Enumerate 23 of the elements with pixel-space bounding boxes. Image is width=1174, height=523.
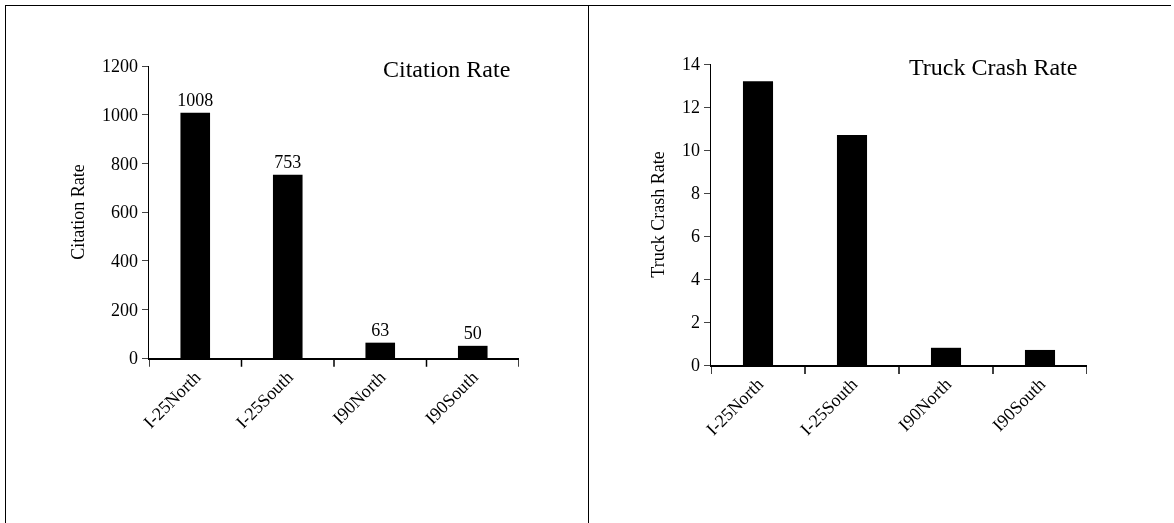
y-tick-label: 1200: [101, 56, 138, 77]
y-tick-label: 0: [690, 355, 700, 376]
data-label: 1008: [177, 89, 214, 110]
y-tick-label: 200: [110, 299, 138, 320]
data-label: 753: [274, 151, 302, 172]
y-tick-label: 10: [681, 140, 700, 161]
y-tick-label: 4: [690, 269, 700, 290]
data-label: 63: [371, 319, 390, 340]
chart-title: Citation Rate: [383, 56, 511, 82]
y-tick-label: 600: [110, 202, 138, 223]
y-axis-title: Truck Crash Rate: [648, 151, 669, 278]
y-tick-label: 6: [690, 226, 700, 247]
y-tick-label: 14: [681, 54, 700, 75]
data-label: 50: [463, 322, 482, 343]
y-axis-title: Citation Rate: [68, 164, 89, 260]
y-tick-label: 400: [110, 250, 138, 271]
y-tick-label: 800: [110, 153, 138, 174]
y-tick-label: 2: [690, 312, 700, 333]
chart-title: Truck Crash Rate: [909, 54, 1078, 80]
y-tick-label: 8: [690, 183, 700, 204]
y-tick-label: 12: [681, 97, 700, 118]
y-tick-label: 0: [128, 348, 138, 369]
y-tick-label: 1000: [101, 104, 138, 125]
